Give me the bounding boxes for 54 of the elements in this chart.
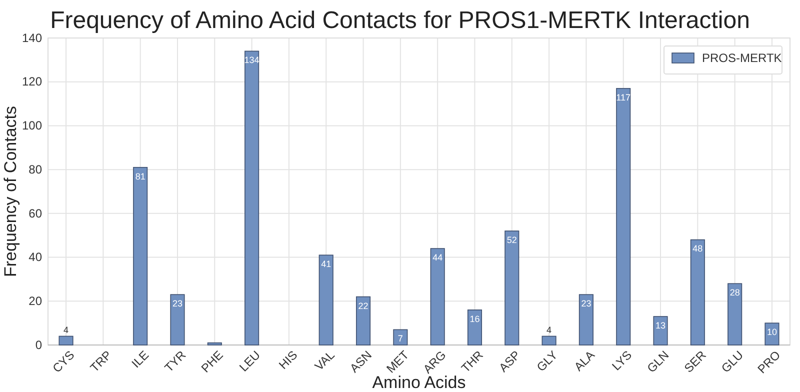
data-label: 23: [581, 298, 592, 309]
bar: [616, 88, 631, 346]
bar: [170, 294, 185, 346]
y-tick-label: 120: [22, 74, 42, 89]
data-label: 4: [64, 325, 69, 336]
bar: [542, 336, 556, 346]
x-tick-label: VAL: [312, 348, 338, 374]
bar: [133, 166, 148, 346]
data-label: 44: [432, 252, 443, 263]
bar: [467, 310, 482, 346]
data-label: 10: [766, 327, 777, 338]
x-tick-label: HIS: [276, 348, 300, 372]
data-label: 7: [398, 333, 403, 344]
bar: [207, 342, 222, 346]
y-tick-label: 140: [22, 30, 42, 45]
bar: [318, 254, 334, 346]
data-label: 41: [321, 259, 332, 270]
x-tick-label: ALA: [571, 348, 598, 374]
data-label: 16: [470, 314, 480, 324]
data-label: 52: [506, 234, 517, 245]
y-tick-label: 100: [22, 118, 42, 133]
x-tick-label: TRP: [87, 348, 114, 375]
y-tick-label: 40: [28, 250, 42, 264]
y-axis-title: Frequency of Contacts: [1, 106, 20, 278]
data-label: 22: [358, 300, 368, 311]
bar: [244, 50, 260, 346]
bar: [430, 248, 445, 346]
x-tick-label: ILE: [128, 348, 152, 371]
bar: [653, 316, 668, 346]
bar: [728, 283, 742, 346]
bar: [393, 329, 408, 346]
chart-title: Frequency of Amino Acid Contacts for PROS1-MERTK Interaction: [50, 7, 750, 34]
data-label: 23: [172, 298, 182, 309]
x-tick-label: LYS: [609, 348, 635, 374]
bar: [58, 336, 74, 346]
y-tick-label: 20: [28, 294, 42, 308]
y-tick-label: 80: [28, 162, 42, 176]
data-label: 48: [692, 244, 703, 254]
x-tick-label: TYR: [162, 348, 189, 375]
data-label: 81: [135, 171, 146, 182]
bar: [578, 294, 594, 346]
bar: [504, 230, 520, 346]
y-tick-label: 0: [35, 338, 42, 352]
bar: [690, 239, 705, 346]
data-label: 28: [730, 288, 740, 298]
data-label: 4: [546, 325, 552, 336]
legend-label: PROS-MERTK: [702, 51, 782, 65]
bar: [356, 296, 371, 346]
y-tick-label: 60: [28, 206, 42, 220]
bar: [764, 322, 780, 346]
data-label: 13: [656, 320, 666, 330]
data-label: 117: [616, 92, 631, 102]
x-axis-title: Amino Acids: [372, 373, 466, 392]
x-tick-label: THR: [458, 348, 486, 376]
